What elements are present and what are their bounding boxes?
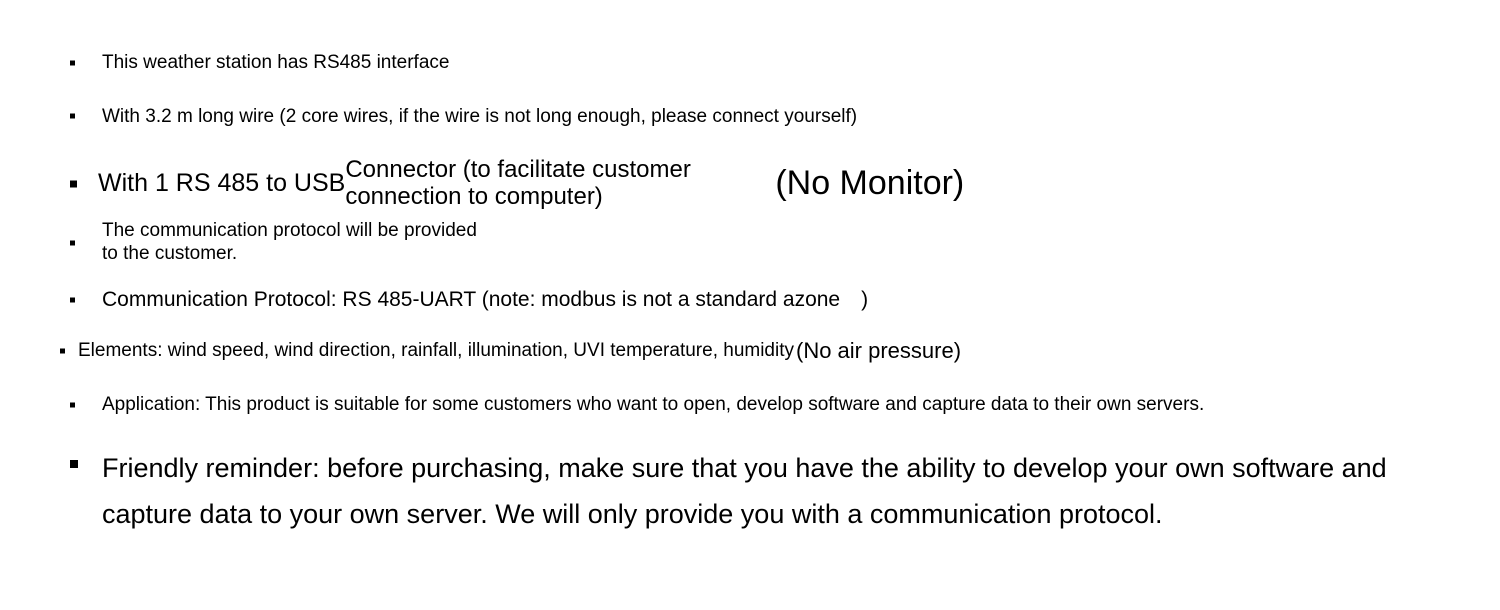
item-text: This weather station has RS485 interface — [60, 50, 1440, 76]
bullet-icon — [70, 460, 78, 468]
no-monitor-note: (No Monitor) — [775, 164, 964, 203]
item-text: Communication Protocol: RS 485-UART (not… — [60, 286, 1440, 314]
list-item-6: Elements: wind speed, wind direction, ra… — [60, 338, 1440, 364]
item-lead: With 1 RS 485 to USB — [60, 169, 345, 198]
item-text: The communication protocol will be provi… — [60, 220, 480, 266]
bullet-icon — [70, 297, 75, 302]
bullet-icon — [70, 402, 75, 407]
no-air-pressure-note: (No air pressure) — [796, 338, 961, 364]
bullet-icon — [70, 240, 75, 245]
item-text: Application: This product is suitable fo… — [60, 392, 1440, 418]
bullet-icon — [70, 114, 75, 119]
item-text: With 3.2 m long wire (2 core wires, if t… — [60, 104, 1440, 130]
list-item-4: The communication protocol will be provi… — [60, 220, 1440, 266]
friendly-reminder-text: Friendly reminder: before purchasing, ma… — [60, 446, 1440, 538]
bullet-icon — [60, 349, 65, 354]
list-item-7: Application: This product is suitable fo… — [60, 392, 1440, 418]
bullet-icon — [70, 60, 75, 65]
list-item-2: With 3.2 m long wire (2 core wires, if t… — [60, 104, 1440, 130]
list-item-3: With 1 RS 485 to USB Connector (to facil… — [60, 157, 1440, 210]
bullet-icon — [70, 180, 77, 187]
list-item-8: Friendly reminder: before purchasing, ma… — [60, 446, 1440, 538]
list-item-1: This weather station has RS485 interface — [60, 50, 1440, 76]
item-connector: Connector (to facilitate customer connec… — [345, 157, 755, 210]
list-item-5: Communication Protocol: RS 485-UART (not… — [60, 286, 1440, 314]
elements-text: Elements: wind speed, wind direction, ra… — [60, 340, 794, 362]
